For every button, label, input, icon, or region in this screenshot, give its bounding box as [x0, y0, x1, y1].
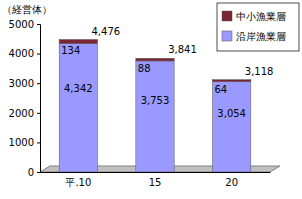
- bars: [59, 40, 251, 172]
- y-tick-label: 0: [28, 167, 34, 178]
- y-tick-label: 2000: [9, 108, 34, 119]
- x-tick-label: 20: [225, 177, 238, 188]
- y-axis-line: [37, 25, 41, 173]
- total-label: 4,476: [92, 26, 121, 37]
- bar-segment: [213, 80, 251, 82]
- total-label: 3,118: [245, 66, 274, 77]
- y-tick: 2000: [9, 108, 40, 119]
- data-label: 64: [215, 84, 228, 95]
- y-tick-label: 3000: [9, 78, 34, 89]
- chart: 0 1000 2000 3000 4000 5000 平.10 15 20 （経営体） 4,342 3…: [0, 0, 302, 199]
- bar-segment: [59, 40, 97, 44]
- y-tick: 5000: [9, 19, 40, 30]
- x-tick: 平.10: [65, 172, 91, 188]
- legend-box: [217, 3, 299, 51]
- legend: 中小漁業層沿岸漁業層: [217, 3, 299, 51]
- x-tick: 15: [149, 172, 162, 188]
- legend-label: 沿岸漁業層: [236, 31, 286, 42]
- x-tick: 20: [225, 172, 238, 188]
- y-tick-mark: [37, 172, 40, 173]
- y-tick: 0: [28, 167, 40, 178]
- data-label: 134: [61, 45, 80, 56]
- y-tick: 3000: [9, 78, 40, 89]
- y-axis-title: （経営体）: [2, 4, 52, 15]
- data-label: 3,054: [217, 108, 246, 119]
- data-label: 3,753: [141, 95, 170, 106]
- bar-segment: [136, 61, 174, 172]
- y-tick-mark: [37, 54, 40, 55]
- y-tick-mark: [37, 24, 40, 25]
- y-tick-label: 1000: [9, 137, 34, 148]
- bar-segment: [59, 43, 97, 172]
- legend-label: 中小漁業層: [236, 11, 286, 22]
- legend-swatch: [222, 11, 232, 21]
- y-tick-label: 4000: [9, 48, 34, 59]
- data-label: 88: [138, 63, 151, 74]
- x-axis: 平.10 15 20: [41, 172, 271, 188]
- y-tick: 1000: [9, 137, 40, 148]
- y-tick: 4000: [9, 48, 40, 59]
- y-axis: 0 1000 2000 3000 4000 5000: [9, 19, 41, 178]
- y-tick-mark: [37, 113, 40, 114]
- x-tick-label: 平.10: [65, 177, 91, 188]
- y-tick-label: 5000: [9, 19, 34, 30]
- total-label: 3,841: [168, 44, 197, 55]
- bar-segment: [213, 82, 251, 172]
- legend-swatch: [222, 31, 232, 41]
- y-tick-mark: [37, 142, 40, 143]
- data-label: 4,342: [64, 83, 93, 94]
- y-tick-mark: [37, 83, 40, 84]
- x-axis-line: [41, 172, 271, 173]
- x-tick-label: 15: [149, 177, 162, 188]
- bar-segment: [136, 58, 174, 61]
